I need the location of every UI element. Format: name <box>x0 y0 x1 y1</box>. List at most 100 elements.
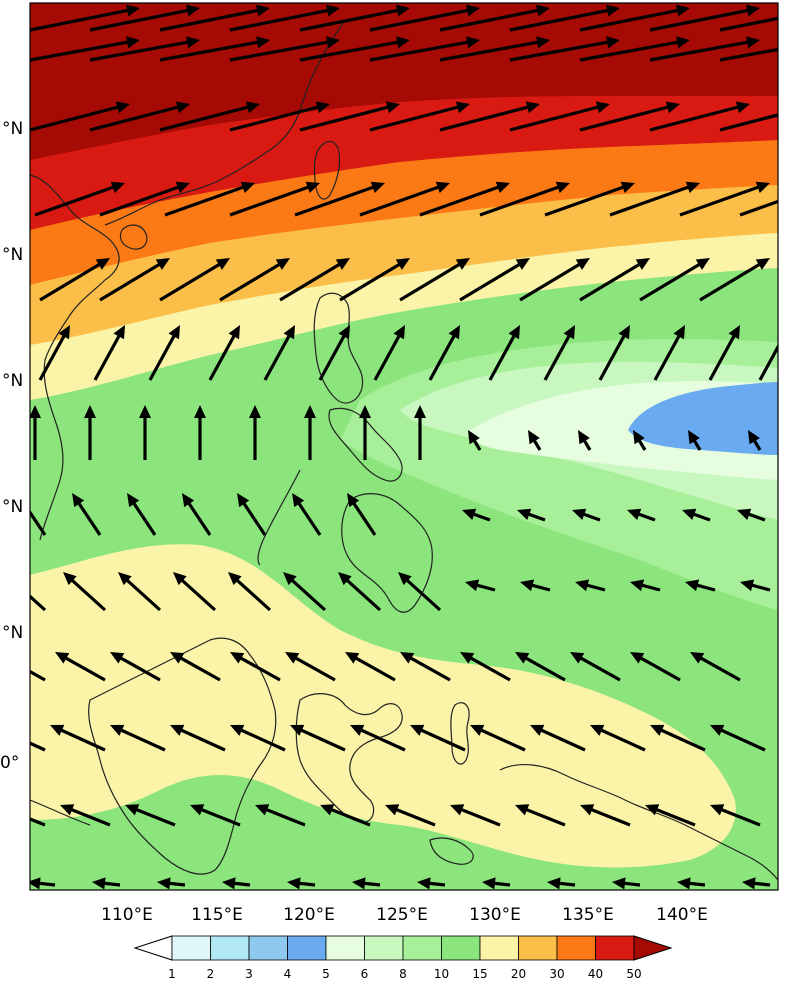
colorbar-tick-label: 5 <box>322 967 330 981</box>
wind-vector <box>60 804 111 827</box>
wind-vector <box>758 343 778 381</box>
wind-vector <box>208 325 240 381</box>
wind-vector <box>465 579 496 592</box>
wind-vector <box>579 4 690 32</box>
wind-vector <box>30 817 46 827</box>
wind-vector <box>530 724 586 752</box>
coast-hainan <box>119 224 148 250</box>
wind-vector <box>690 652 741 682</box>
wind-vector <box>630 579 661 592</box>
wind-vector <box>482 877 511 890</box>
wind-vector <box>99 181 190 217</box>
wind-vector <box>515 652 566 682</box>
wind-vector <box>30 101 130 132</box>
wind-vector <box>649 4 760 32</box>
wind-vector <box>157 877 186 890</box>
wind-vector <box>92 877 121 890</box>
wind-vector <box>719 113 778 132</box>
wind-vector <box>34 181 125 217</box>
wind-vector <box>194 405 206 460</box>
wind-vector <box>653 325 685 381</box>
wind-vector <box>38 325 70 381</box>
wind-vector <box>399 258 470 302</box>
wind-vector <box>30 36 140 62</box>
wind-vector <box>428 325 460 381</box>
wind-vector <box>682 508 711 522</box>
wind-vector <box>299 36 410 62</box>
wind-vector <box>228 572 272 612</box>
wind-vector <box>279 258 350 302</box>
wind-vector <box>470 724 526 752</box>
lon-label-125E: 125°E <box>376 905 428 925</box>
wind-vector <box>737 508 766 522</box>
wind-vector <box>127 493 157 536</box>
wind-vector <box>580 804 631 827</box>
colorbar-max-triangle <box>633 935 673 961</box>
wind-vector <box>417 877 446 890</box>
wind-vectors <box>30 4 778 890</box>
wind-vector <box>50 724 106 752</box>
wind-vector <box>110 652 161 682</box>
wind-vector <box>462 508 491 522</box>
coastlines <box>30 19 778 881</box>
wind-vector <box>55 652 106 682</box>
coast-moluccas <box>429 837 474 865</box>
wind-vector <box>575 579 606 592</box>
wind-vector <box>159 258 230 302</box>
wind-vector <box>148 325 180 381</box>
lon-label-130E: 130°E <box>469 905 521 925</box>
wind-vector <box>570 652 621 682</box>
map-plot-area <box>30 3 778 890</box>
wind-vector <box>99 258 170 302</box>
lon-label-120E: 120°E <box>283 905 335 925</box>
wind-vector <box>263 325 295 381</box>
colorbar-tick-label: 20 <box>511 967 526 981</box>
wind-vector <box>609 181 700 217</box>
wind-vector <box>125 804 176 827</box>
wind-vector <box>710 724 766 752</box>
wind-vector <box>229 4 340 32</box>
wind-vector <box>543 325 575 381</box>
wind-vector <box>459 258 530 302</box>
wind-vector <box>30 405 41 460</box>
wind-vector <box>347 493 377 536</box>
colorbar-tick-label: 30 <box>549 967 564 981</box>
wind-vector <box>509 36 620 62</box>
wind-vector <box>515 804 566 827</box>
wind-vector <box>633 430 647 451</box>
colorbar-tick-label: 4 <box>284 967 292 981</box>
wind-vector <box>320 804 371 827</box>
lon-label-135E: 135°E <box>562 905 614 925</box>
wind-vector <box>230 724 286 752</box>
wind-vector <box>639 258 710 302</box>
wind-vector <box>339 258 410 302</box>
wind-vector <box>345 652 396 682</box>
colorbar-segment <box>479 935 519 961</box>
wind-vector <box>30 509 47 536</box>
colorbar-segment <box>325 935 365 961</box>
colorbar-segment <box>364 935 404 961</box>
latitude-labels: °N °N °N °N °N 0° <box>0 119 23 773</box>
wind-vector <box>170 724 226 752</box>
colorbar-segment <box>248 935 288 961</box>
coast-borneo <box>88 637 277 875</box>
wind-vector <box>63 572 107 612</box>
coast-taiwan <box>313 140 341 200</box>
coast-mindanao <box>341 493 433 613</box>
wind-vector <box>290 724 346 752</box>
wind-vector <box>229 181 320 217</box>
lat-label-5: °N <box>2 623 23 643</box>
colorbar-tick-label: 10 <box>434 967 449 981</box>
wind-vector <box>398 572 442 612</box>
wind-vector <box>170 652 221 682</box>
wind-vector <box>710 804 761 827</box>
wind-vector <box>159 4 270 32</box>
colorbar-tick-label: 15 <box>472 967 487 981</box>
wind-vector <box>509 101 610 132</box>
wind-vector <box>708 325 740 381</box>
coast-luzon <box>313 292 364 404</box>
wind-vector <box>164 181 255 217</box>
wind-vector <box>460 652 511 682</box>
wind-vector <box>93 325 125 381</box>
